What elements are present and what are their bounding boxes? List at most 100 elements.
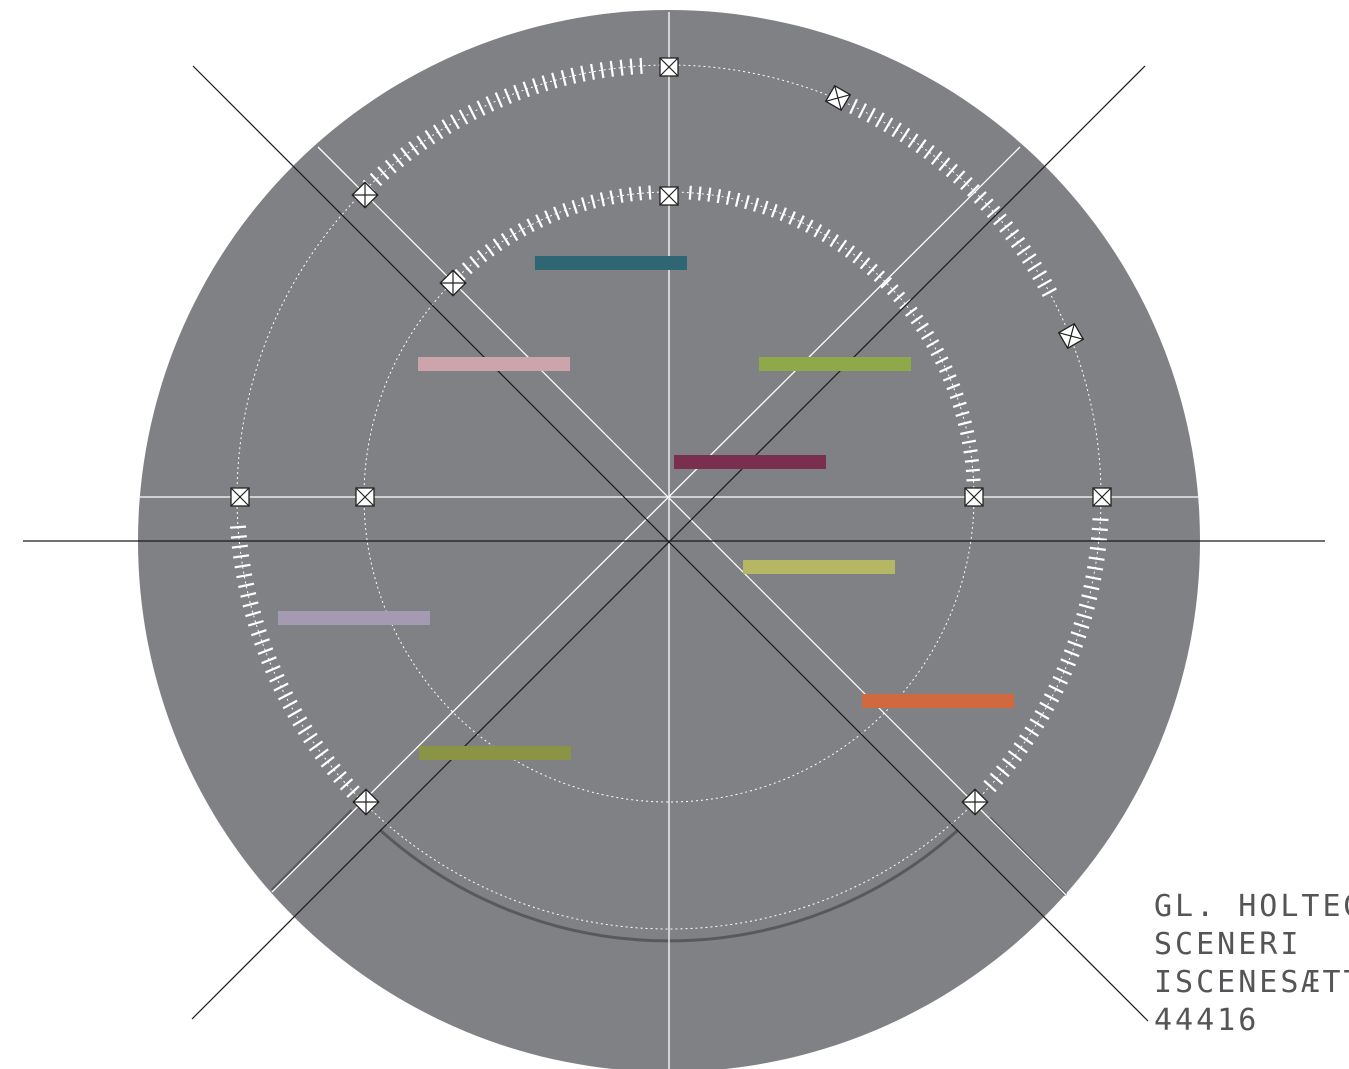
outer-tick <box>230 525 247 529</box>
inner-tick <box>716 189 722 204</box>
outer-tick <box>1063 649 1080 658</box>
bar-orange <box>862 694 1014 708</box>
crossed-square-icon <box>659 186 679 206</box>
inner-tick <box>859 257 871 270</box>
inner-tick <box>955 410 970 417</box>
inner-tick <box>562 203 570 217</box>
outer-tick <box>1007 750 1022 762</box>
crossed-square-icon <box>659 57 679 77</box>
inner-tick <box>619 188 624 203</box>
outer-tick <box>1091 527 1108 532</box>
outer-tick <box>245 610 262 618</box>
outer-tick <box>907 133 919 148</box>
outer-tick <box>384 159 397 174</box>
outer-tick <box>1090 537 1108 541</box>
inner-tick <box>580 197 587 212</box>
outer-tick <box>257 647 274 656</box>
outer-tick <box>240 592 257 598</box>
inner-tick <box>844 245 855 258</box>
outer-tick <box>629 58 634 75</box>
crossed-diamond-icon <box>351 181 379 209</box>
outer-tick <box>1089 546 1106 551</box>
outer-tick <box>339 778 354 791</box>
outer-tick <box>424 129 436 145</box>
inner-tick <box>779 207 787 222</box>
outer-tick <box>866 107 876 123</box>
outer-tick <box>1027 261 1042 273</box>
outer-tick <box>1073 622 1090 629</box>
outer-tick <box>233 554 250 559</box>
outer-tick <box>899 127 911 143</box>
outer-tick <box>432 124 444 140</box>
inner-tick <box>905 306 918 317</box>
inner-tick <box>788 211 796 225</box>
inner-tick <box>960 430 975 436</box>
inner-tick <box>915 322 929 333</box>
outer-tick <box>1087 565 1104 571</box>
outer-tick <box>1005 228 1020 241</box>
outer-tick <box>1019 734 1034 746</box>
inner-tick <box>492 238 503 252</box>
inner-tick <box>762 200 769 215</box>
outer-tick <box>238 582 255 589</box>
inner-tick <box>939 365 953 373</box>
inner-tick <box>544 210 552 224</box>
outer-tick <box>1010 236 1026 249</box>
crossed-square-icon <box>355 487 375 507</box>
outer-tick <box>1037 278 1053 289</box>
outer-tick <box>303 732 318 744</box>
outer-tick <box>1021 253 1037 264</box>
outer-tick <box>915 139 927 154</box>
inner-tick <box>484 243 495 257</box>
outer-tick <box>973 191 987 204</box>
outer-tick <box>531 78 540 95</box>
outer-tick <box>400 147 412 162</box>
tick-marks <box>230 57 1109 798</box>
outer-tick <box>1070 631 1087 639</box>
outer-tick <box>1024 726 1039 737</box>
outer-tick <box>1034 709 1050 720</box>
outer-tick <box>314 748 329 760</box>
outer-tick <box>1048 684 1064 694</box>
black-diagonal-nw-se <box>192 65 1149 1022</box>
outer-tick <box>1052 675 1068 685</box>
outer-tick <box>1092 518 1109 522</box>
inner-tick <box>526 218 535 232</box>
inner-tick <box>590 194 596 209</box>
inner-tick <box>805 219 814 233</box>
outer-tick <box>1002 757 1016 770</box>
inner-tick <box>553 206 561 221</box>
outer-tick <box>1078 603 1095 610</box>
outer-tick <box>960 177 973 191</box>
markers <box>230 57 1112 816</box>
outer-tick <box>1085 575 1102 581</box>
outer-tick <box>273 682 289 692</box>
crossed-square-icon <box>1057 322 1085 350</box>
inner-tick <box>949 392 964 400</box>
inner-tick <box>963 449 978 454</box>
inner-tick <box>910 314 924 325</box>
inner-tick <box>852 251 863 264</box>
production-label: GL. HOLTEG SCENERI ISCENESÆTT 44416 <box>1154 888 1349 1040</box>
outer-tick <box>619 59 624 76</box>
crossed-diamond-icon <box>352 788 380 816</box>
outer-tick <box>938 157 951 172</box>
crossed-square-icon <box>824 84 852 112</box>
outer-tick <box>580 65 586 82</box>
outer-tick <box>485 96 495 112</box>
inner-tick <box>571 199 578 214</box>
inner-tick <box>509 227 519 242</box>
bar-yellow-green <box>743 560 895 574</box>
inner-tick <box>946 383 961 391</box>
bar-lavender <box>278 611 430 625</box>
inner-tick <box>957 420 972 426</box>
inner-tick <box>476 249 488 263</box>
outer-tick <box>277 691 294 701</box>
bar-green <box>759 357 911 371</box>
outer-tick <box>1043 693 1060 703</box>
outer-tick <box>857 103 867 119</box>
outer-tick <box>1056 667 1073 676</box>
outer-tick <box>297 724 313 736</box>
outer-tick <box>1032 270 1048 281</box>
outer-tick <box>999 221 1014 233</box>
